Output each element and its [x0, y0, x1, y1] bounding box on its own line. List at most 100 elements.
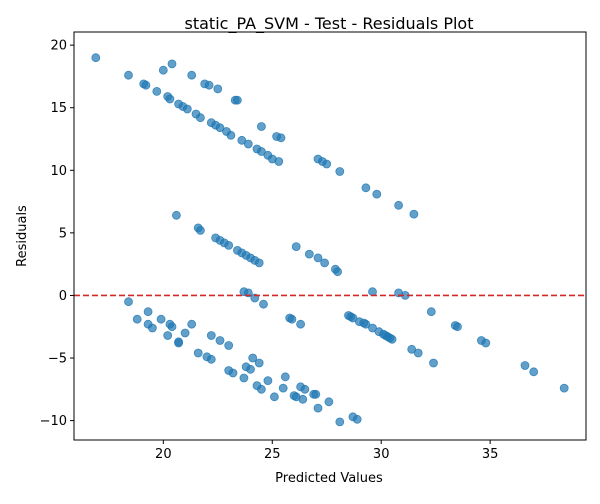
- data-point: [174, 338, 184, 348]
- data-point: [335, 417, 345, 427]
- data-point: [278, 383, 288, 393]
- data-point: [206, 331, 216, 340]
- data-point: [313, 253, 323, 263]
- y-axis-ticks: −10 −5 0 5 10 15 20: [40, 39, 74, 429]
- y-tick-label: −5: [48, 352, 67, 367]
- data-point: [361, 319, 371, 329]
- data-point: [239, 373, 249, 383]
- data-point: [167, 322, 177, 332]
- data-point: [254, 258, 264, 268]
- data-point: [141, 80, 151, 90]
- data-point: [195, 113, 205, 123]
- data-point: [215, 336, 225, 345]
- data-point: [394, 200, 404, 210]
- data-point: [182, 104, 192, 114]
- data-point: [287, 314, 297, 324]
- data-point: [320, 258, 330, 268]
- data-point: [259, 299, 268, 309]
- data-point: [246, 364, 255, 374]
- plot-frame: [73, 31, 587, 441]
- y-tick-label: 15: [50, 101, 67, 116]
- data-point: [180, 328, 190, 338]
- data-point: [372, 189, 382, 199]
- data-point: [335, 167, 345, 176]
- data-point: [204, 80, 214, 90]
- data-point: [311, 389, 321, 399]
- data-point: [413, 348, 423, 358]
- data-point: [409, 209, 419, 219]
- data-point: [263, 376, 273, 386]
- data-point: [368, 287, 377, 297]
- y-tick-label: 5: [59, 226, 67, 241]
- data-point: [158, 65, 168, 75]
- data-point: [213, 84, 223, 94]
- data-point: [313, 403, 323, 413]
- y-tick-label: 20: [50, 39, 67, 54]
- data-point: [280, 372, 290, 382]
- points-layer: [91, 53, 569, 427]
- data-point: [269, 392, 279, 402]
- data-point: [426, 307, 436, 317]
- y-tick-label: −10: [40, 414, 67, 429]
- data-point: [195, 225, 205, 235]
- data-point: [156, 314, 166, 324]
- data-point: [147, 323, 157, 333]
- data-point: [333, 267, 343, 277]
- data-point: [276, 133, 286, 143]
- data-point: [124, 297, 133, 307]
- y-tick-label: 10: [50, 164, 67, 179]
- data-point: [407, 344, 417, 354]
- y-tick-label: 0: [59, 289, 67, 304]
- data-point: [304, 249, 314, 259]
- data-point: [226, 130, 236, 140]
- data-point: [322, 159, 332, 169]
- data-point: [429, 358, 438, 368]
- data-point: [171, 210, 181, 220]
- data-point: [274, 157, 284, 166]
- data-point: [348, 313, 358, 323]
- data-point: [291, 242, 301, 252]
- data-point: [163, 331, 173, 340]
- data-point: [387, 334, 397, 344]
- data-point: [206, 354, 216, 364]
- data-point: [224, 341, 234, 350]
- data-point: [237, 135, 247, 145]
- x-tick-label: 20: [155, 447, 172, 462]
- data-point: [296, 319, 306, 329]
- x-tick-label: 35: [482, 447, 499, 462]
- data-point: [193, 348, 203, 358]
- data-point: [215, 123, 225, 133]
- data-point: [167, 59, 177, 69]
- data-point: [143, 307, 153, 317]
- data-point: [152, 87, 162, 96]
- data-point: [324, 397, 334, 407]
- data-point: [256, 147, 266, 156]
- x-tick-label: 30: [373, 447, 390, 462]
- data-point: [165, 94, 175, 104]
- chart-title: static_PA_SVM - Test - Residuals Plot: [185, 14, 474, 34]
- x-axis-ticks: 20 25 30 35: [155, 440, 498, 462]
- data-point: [520, 361, 530, 370]
- data-point: [256, 122, 266, 131]
- x-axis-title: Predicted Values: [275, 471, 383, 486]
- data-point: [361, 183, 371, 193]
- data-point: [256, 384, 266, 394]
- data-point: [187, 319, 197, 329]
- data-point: [91, 53, 101, 63]
- data-point: [124, 70, 133, 80]
- data-point: [481, 338, 491, 348]
- data-point: [132, 314, 142, 324]
- data-point: [300, 384, 310, 394]
- data-point: [243, 139, 253, 149]
- data-point: [232, 95, 242, 105]
- x-tick-label: 25: [264, 447, 281, 462]
- data-point: [352, 414, 362, 424]
- data-point: [453, 322, 462, 332]
- data-point: [298, 394, 308, 404]
- data-point: [224, 240, 234, 250]
- data-point: [529, 367, 539, 377]
- data-point: [559, 383, 569, 393]
- data-point: [187, 70, 197, 80]
